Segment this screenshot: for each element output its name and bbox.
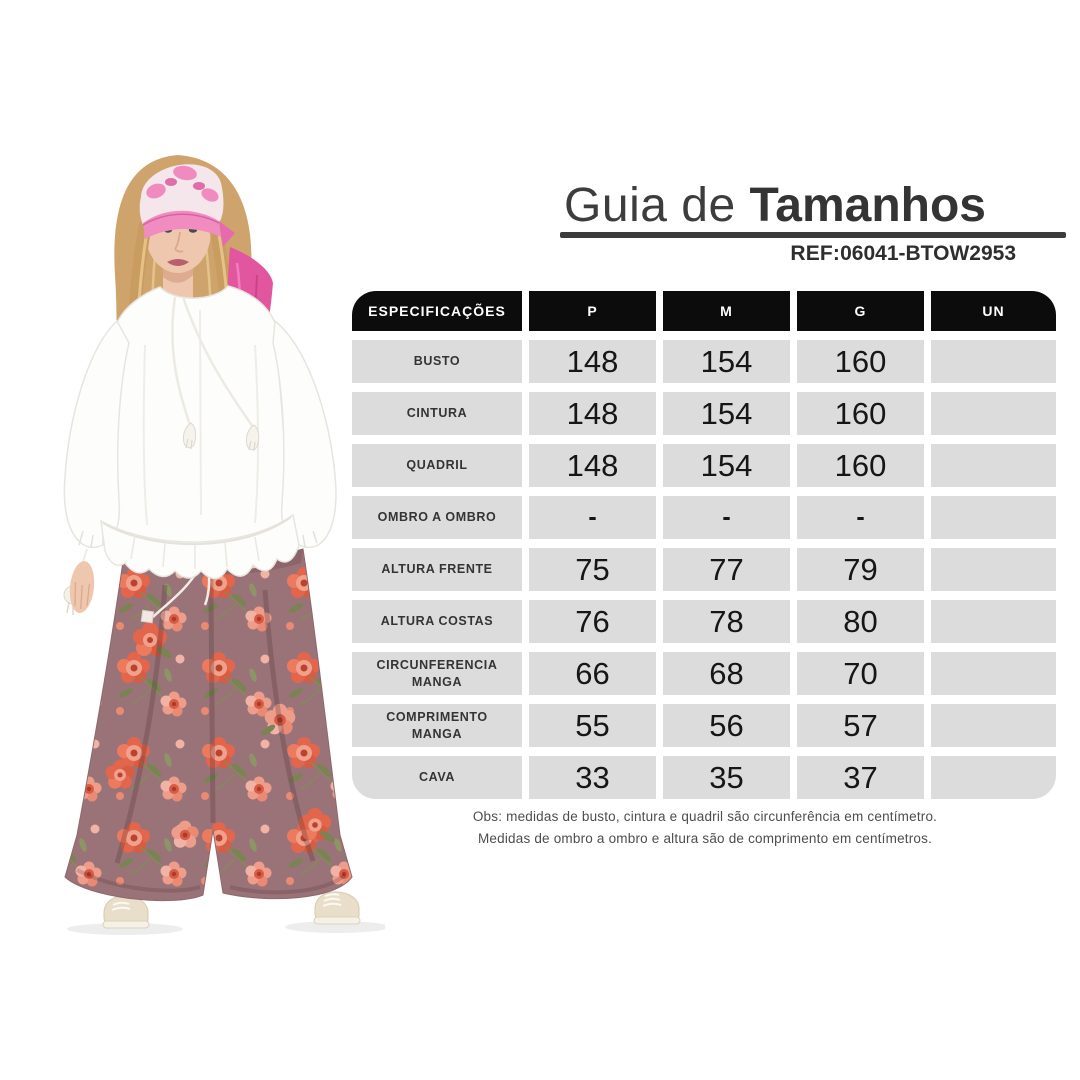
blouse-ruffle [100, 513, 300, 580]
size-value-cell: 148 [529, 444, 656, 487]
flower-accent [105, 759, 135, 789]
blouse [104, 285, 292, 556]
size-value-cell: 154 [663, 444, 790, 487]
spec-label-cell: BUSTO [352, 340, 522, 383]
size-value-cell [931, 340, 1056, 383]
note-line: Medidas de ombro a ombro e altura são de… [477, 831, 933, 847]
lips [167, 259, 189, 266]
sneaker-left [102, 895, 150, 929]
spec-label-cell: OMBRO A OMBRO [352, 496, 522, 539]
sneaker-right [313, 891, 361, 925]
size-value-cell: 56 [663, 704, 790, 747]
spec-label-cell: CINTURA [352, 392, 522, 435]
size-value-cell: - [797, 496, 924, 539]
product-ref: REF:06041-BTOW2953 [660, 242, 1016, 266]
spec-label-cell: COMPRIMENTO MANGA [352, 704, 522, 747]
size-value-cell: 66 [529, 652, 656, 695]
spec-label-cell: CIRCUNFERENCIA MANGA [352, 652, 522, 695]
size-value-cell: 77 [663, 548, 790, 591]
spec-label-cell: QUADRIL [352, 444, 522, 487]
size-value-cell: 33 [529, 756, 656, 799]
size-value-cell: 70 [797, 652, 924, 695]
spec-label-cell: ALTURA COSTAS [352, 600, 522, 643]
size-value-cell: 154 [663, 392, 790, 435]
size-value-cell [931, 704, 1056, 747]
model-photo [25, 135, 389, 935]
size-value-cell: 78 [663, 600, 790, 643]
model-illustration [63, 155, 389, 935]
size-value-cell: - [663, 496, 790, 539]
ground-shadow [285, 921, 389, 933]
size-value-cell: 148 [529, 340, 656, 383]
title-regular: Guia de [564, 179, 750, 232]
chest-tassel [245, 424, 260, 451]
size-value-cell [931, 392, 1056, 435]
size-value-cell: 154 [663, 340, 790, 383]
size-col-header: M [663, 291, 790, 331]
spec-label-cell: CAVA [352, 756, 522, 799]
title-bold: Tamanhos [749, 179, 986, 232]
size-value-cell: 76 [529, 600, 656, 643]
flower-accent [261, 703, 296, 736]
size-value-cell: 55 [529, 704, 656, 747]
measurement-notes: Obs: medidas de busto, cintura e quadril… [352, 806, 1058, 851]
size-value-cell: 148 [529, 392, 656, 435]
size-col-header: P [529, 291, 656, 331]
flower-accent [171, 820, 199, 848]
size-value-cell: - [529, 496, 656, 539]
headscarf [139, 164, 235, 247]
sleeve-left [63, 319, 130, 549]
drawstring-bead [140, 609, 155, 624]
size-value-cell [931, 652, 1056, 695]
ref-label: REF: [790, 242, 841, 265]
flower-accent [133, 622, 172, 658]
flower-accent [298, 807, 335, 843]
size-value-cell: 79 [797, 548, 924, 591]
spec-label-cell: ALTURA FRENTE [352, 548, 522, 591]
size-value-cell: 37 [797, 756, 924, 799]
page-title: Guia de Tamanhos [460, 178, 1080, 233]
nose [174, 231, 184, 253]
sleeve-right [272, 319, 337, 549]
size-table: ESPECIFICAÇÕES P M G UN BUSTO 148 154 160 CINTURA… [352, 291, 1056, 799]
size-value-cell: 75 [529, 548, 656, 591]
note-line: Obs: medidas de busto, cintura e quadril… [472, 809, 938, 824]
ref-code: 06041-BTOW2953 [840, 242, 1016, 265]
chest-tassel [182, 422, 197, 449]
size-value-cell [931, 548, 1056, 591]
spec-header-cell: ESPECIFICAÇÕES [352, 291, 522, 331]
hand-left [69, 561, 95, 613]
ground-shadow [67, 923, 183, 935]
size-value-cell: 80 [797, 600, 924, 643]
size-col-header: UN [931, 291, 1056, 331]
size-value-cell: 35 [663, 756, 790, 799]
size-value-cell [931, 496, 1056, 539]
size-value-cell: 160 [797, 340, 924, 383]
size-value-cell: 160 [797, 444, 924, 487]
size-value-cell: 57 [797, 704, 924, 747]
size-col-header: G [797, 291, 924, 331]
size-value-cell: 68 [663, 652, 790, 695]
size-value-cell [931, 600, 1056, 643]
size-value-cell [931, 444, 1056, 487]
size-value-cell [931, 756, 1056, 799]
size-value-cell: 160 [797, 392, 924, 435]
title-underline [560, 232, 1066, 238]
